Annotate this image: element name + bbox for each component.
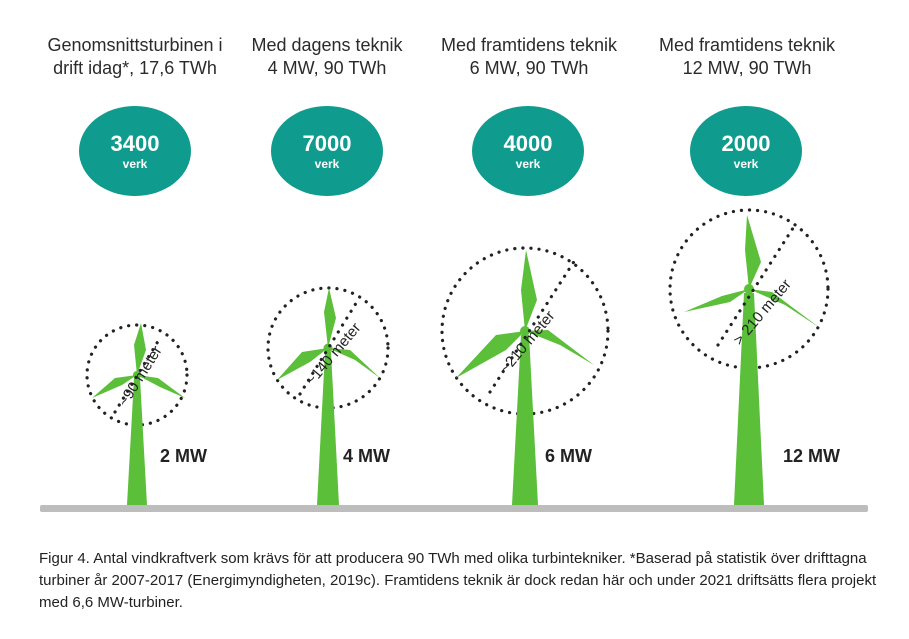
turbine-3-hub bbox=[520, 326, 530, 336]
turbine-2-count: 7000 bbox=[302, 131, 352, 156]
turbine-4-rotor-circle bbox=[668, 208, 830, 370]
turbine-3-count: 4000 bbox=[503, 131, 553, 156]
turbine-4-blade-up bbox=[745, 215, 761, 289]
turbine-2: ~140 meter bbox=[266, 286, 390, 505]
turbine-3-diameter-line bbox=[488, 258, 577, 394]
ground-line bbox=[40, 505, 868, 512]
turbine-1-count-badge: 3400 verk bbox=[79, 106, 191, 196]
turbine-2-count-badge: 7000 verk bbox=[271, 106, 383, 196]
turbine-4-count-badge: 2000 verk bbox=[690, 106, 802, 196]
turbine-1-count-unit: verk bbox=[122, 157, 148, 171]
turbine-2-blade-left bbox=[277, 348, 328, 380]
turbine-1-count: 3400 bbox=[110, 131, 160, 156]
turbine-2-diameter-line bbox=[298, 298, 360, 396]
turbine-1-power-label: 2 MW bbox=[160, 446, 207, 466]
turbine-3-count-badge: 4000 verk bbox=[472, 106, 584, 196]
turbine-4-power-label: 12 MW bbox=[783, 446, 841, 466]
turbine-1-diameter-line bbox=[113, 336, 162, 414]
turbine-4-count: 2000 bbox=[721, 131, 771, 156]
turbine-2-count-unit: verk bbox=[314, 157, 340, 171]
wind-turbine-comparison-figure: Genomsnittsturbinen i drift idag*, 17,6 … bbox=[30, 34, 868, 512]
turbine-3-title-line-1: Med framtidens teknik bbox=[440, 35, 618, 55]
turbine-3-blade-up bbox=[521, 250, 537, 331]
turbine-2-title-line-2: 4 MW, 90 TWh bbox=[267, 58, 387, 78]
turbine-3-count-unit: verk bbox=[515, 157, 541, 171]
turbine-1: ~90 meter bbox=[85, 323, 189, 505]
turbine-4-hub bbox=[744, 284, 754, 294]
turbine-2-rotor-circle bbox=[266, 286, 390, 410]
turbine-3-blade-left bbox=[456, 331, 525, 378]
turbine-1-title-line-2: drift idag*, 17,6 TWh bbox=[53, 58, 217, 78]
turbine-1-title-line-1: Genomsnittsturbinen i bbox=[47, 35, 223, 55]
turbine-1-blade-up bbox=[134, 323, 146, 375]
turbine-3-title-line-2: 6 MW, 90 TWh bbox=[469, 58, 589, 78]
turbine-2-blade-up bbox=[324, 288, 336, 348]
turbine-2-tower bbox=[317, 352, 339, 505]
turbine-4-title-line-2: 12 MW, 90 TWh bbox=[682, 58, 812, 78]
turbine-4-title-line-1: Med framtidens teknik bbox=[658, 35, 836, 55]
turbine-1-blade-right bbox=[137, 375, 185, 398]
turbine-1-title: Genomsnittsturbinen i drift idag*, 17,6 … bbox=[30, 34, 240, 80]
turbine-1-blade-left bbox=[92, 375, 137, 398]
figure-caption: Figur 4. Antal vindkraftverk som krävs f… bbox=[39, 550, 877, 611]
turbine-2-title: Med dagens teknik 4 MW, 90 TWh bbox=[222, 34, 432, 80]
turbine-1-rotor-circle bbox=[85, 323, 189, 427]
turbine-2-blade-right bbox=[328, 348, 380, 378]
turbine-2-title-line-1: Med dagens teknik bbox=[251, 35, 403, 55]
turbine-drawings: ~90 meter ~140 meter ~210 meter bbox=[40, 208, 868, 512]
turbine-3-blade-right bbox=[525, 330, 594, 365]
turbine-4-tower bbox=[734, 293, 764, 505]
turbine-3-title: Med framtidens teknik 6 MW, 90 TWh bbox=[424, 34, 634, 80]
turbine-2-power-label: 4 MW bbox=[343, 446, 390, 466]
turbine-4-blade-left bbox=[684, 289, 749, 312]
turbine-1-tower bbox=[127, 378, 147, 505]
turbine-3-tower bbox=[512, 335, 538, 505]
turbine-4-title: Med framtidens teknik 12 MW, 90 TWh bbox=[642, 34, 852, 80]
turbine-4-diameter-line bbox=[716, 223, 797, 347]
turbine-3-power-label: 6 MW bbox=[545, 446, 592, 466]
turbine-4-count-unit: verk bbox=[733, 157, 759, 171]
